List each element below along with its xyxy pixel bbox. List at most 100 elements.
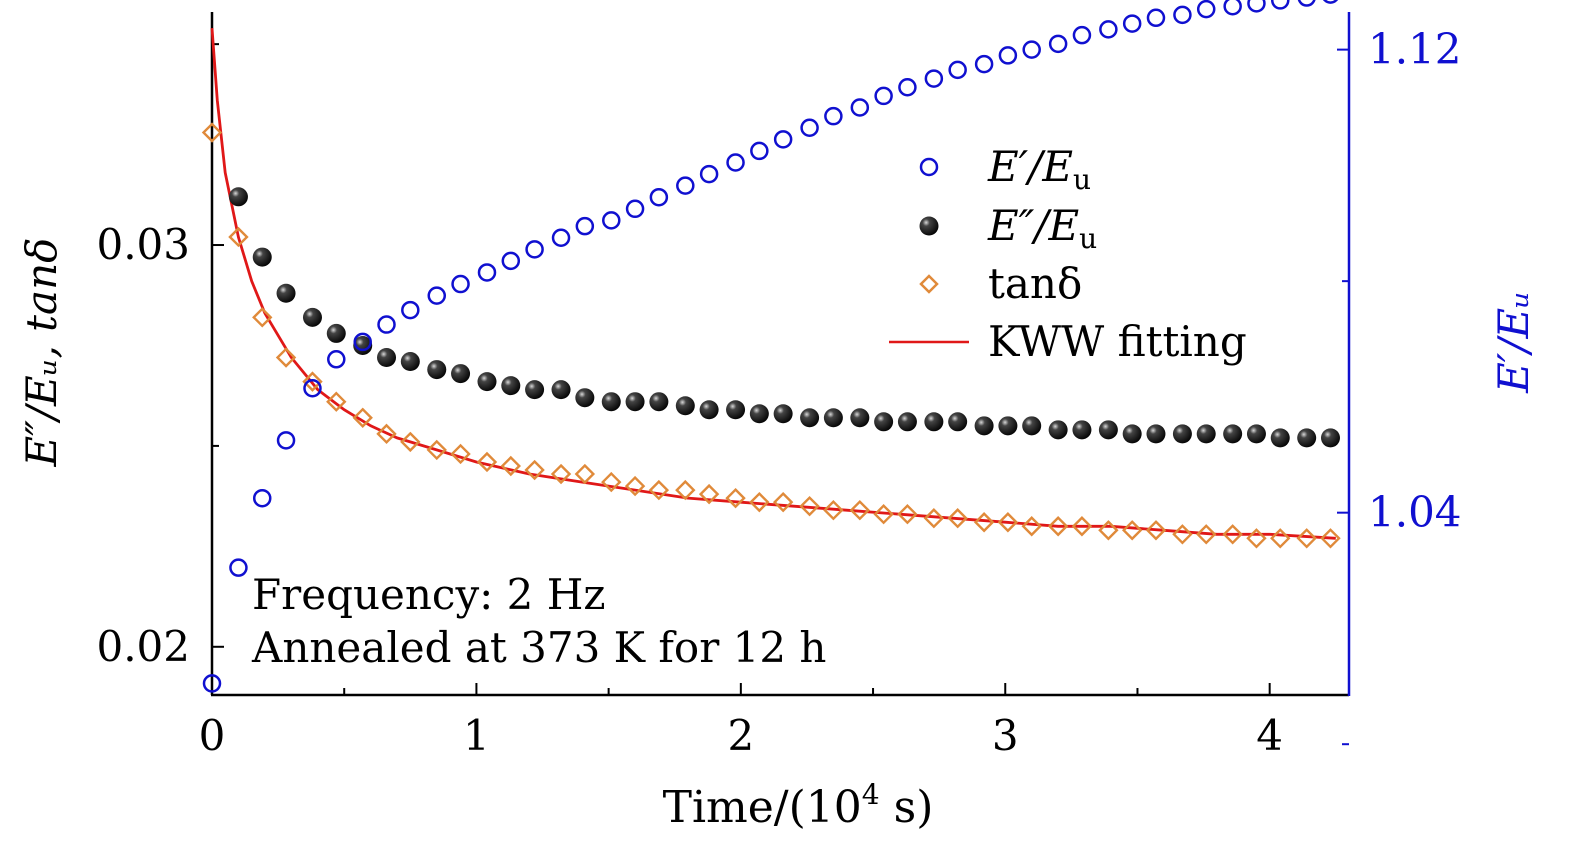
e-double-prime-point: [400, 352, 420, 372]
e-prime-point: [1173, 5, 1192, 25]
legend: E′/Eu E″/Eu tanδ KWW fitting: [889, 142, 1247, 366]
e-double-prime-point: [252, 247, 272, 267]
tan-delta-point: [973, 512, 995, 533]
tan-delta-point: [675, 479, 696, 501]
e-prime-point: [974, 54, 994, 74]
e-double-prime-point: [551, 380, 571, 400]
x-axis-title-main: Time/(10: [663, 782, 862, 833]
e-prime-point: [699, 164, 719, 184]
tan-delta-point: [997, 512, 1019, 533]
e-double-prime-point: [1022, 416, 1042, 436]
tan-delta-point: [228, 226, 249, 248]
legend-label-e-double-main: E″/E: [987, 201, 1079, 250]
e-double-prime-point: [874, 412, 894, 432]
legend-marker-tan: [919, 274, 939, 294]
right-axis-title: E′/Eᵤ: [1489, 291, 1538, 394]
e-double-prime-point: [1122, 424, 1142, 444]
tan-delta-point: [1320, 528, 1341, 549]
e-prime-point: [1271, 0, 1290, 10]
e-double-prime-point: [924, 412, 944, 432]
e-double-prime-point: [749, 404, 769, 424]
tan-delta-point: [1246, 528, 1267, 549]
tan-delta-point: [326, 391, 347, 412]
tan-delta-point: [275, 347, 297, 368]
tan-delta-point: [1172, 524, 1193, 545]
e-prime-point: [1099, 20, 1118, 39]
e-double-prime-point: [1297, 428, 1317, 448]
e-prime-point: [1072, 25, 1092, 45]
e-double-prime-point: [998, 416, 1018, 436]
e-prime-point: [1048, 34, 1068, 54]
e-double-prime-point: [1223, 424, 1243, 444]
e-double-prime-point: [974, 416, 994, 436]
tan-delta-point: [1047, 516, 1069, 537]
e-prime-point: [898, 77, 917, 97]
tan-delta-point: [1196, 524, 1217, 545]
e-double-prime-point: [575, 388, 595, 408]
tan-delta-point: [524, 459, 545, 481]
x-axis-title-tail: s): [880, 782, 934, 833]
y-right-tick-label: 1.04: [1368, 488, 1462, 537]
e-double-prime-point: [649, 392, 669, 412]
e-double-prime-point: [675, 396, 695, 416]
e-double-prime-point: [699, 400, 719, 420]
annotation-annealed: Annealed at 373 K for 12 h: [251, 623, 826, 672]
tan-delta-point: [923, 508, 945, 529]
e-double-prime-point: [1172, 424, 1192, 444]
e-prime-point: [276, 431, 296, 450]
tan-delta-point: [400, 431, 421, 453]
e-double-prime-point: [525, 380, 545, 400]
tan-delta-point: [897, 504, 918, 525]
e-prime-point: [575, 216, 595, 236]
e-double-prime-point: [1048, 420, 1068, 440]
e-prime-point: [726, 153, 745, 172]
e-double-prime-point: [302, 307, 322, 327]
legend-label-e-prime-main: E′/E: [987, 142, 1073, 191]
e-prime-point: [850, 98, 870, 117]
x-tick-label: 3: [992, 711, 1019, 760]
tan-delta-point: [873, 504, 894, 525]
e-double-prime-point: [228, 187, 248, 207]
e-double-prime-point: [377, 348, 397, 368]
e-prime-point: [451, 274, 470, 294]
x-tick-label: 2: [727, 711, 754, 760]
legend-marker-e-prime: [919, 157, 939, 177]
e-double-prime-point: [897, 412, 917, 432]
x-axis-title: Time/(104 s): [663, 778, 934, 833]
e-double-prime-point: [276, 283, 296, 303]
e-prime-point: [800, 118, 819, 138]
tan-delta-point: [1296, 528, 1317, 549]
tan-delta-point: [1145, 520, 1167, 541]
legend-label-fit: KWW fitting: [988, 317, 1247, 366]
e-double-prime-point: [726, 400, 746, 420]
e-double-prime-point: [477, 372, 497, 392]
tan-delta-point: [352, 407, 373, 428]
e-prime-point: [377, 315, 396, 334]
e-prime-point: [229, 558, 248, 577]
e-double-prime-point: [773, 404, 793, 424]
e-prime-point: [750, 141, 769, 161]
e-prime-point: [1022, 40, 1041, 59]
e-double-prime-point: [427, 360, 447, 380]
e-prime-point: [477, 263, 497, 282]
annotation-frequency: Frequency: 2 Hz: [252, 570, 606, 619]
e-prime-point: [773, 130, 793, 149]
e-prime-point: [874, 86, 893, 106]
tan-delta-point: [1071, 516, 1093, 537]
tan-delta-point: [1098, 520, 1119, 541]
e-double-prime-point: [823, 408, 843, 428]
tan-delta-point: [1121, 520, 1143, 541]
e-prime-point: [252, 488, 272, 508]
e-double-prime-point: [353, 335, 373, 355]
tan-delta-point: [376, 423, 397, 445]
legend-label-tan: tanδ: [988, 259, 1082, 308]
e-double-prime-point: [1196, 424, 1216, 444]
e-prime-point: [649, 187, 669, 207]
e-prime-point: [1146, 8, 1166, 28]
tan-delta-point: [725, 487, 746, 509]
e-double-prime-point: [625, 392, 645, 412]
tan-delta-point: [823, 499, 844, 521]
e-prime-point: [1196, 0, 1216, 19]
e-prime-point: [924, 69, 944, 88]
e-prime-point: [1322, 0, 1339, 4]
